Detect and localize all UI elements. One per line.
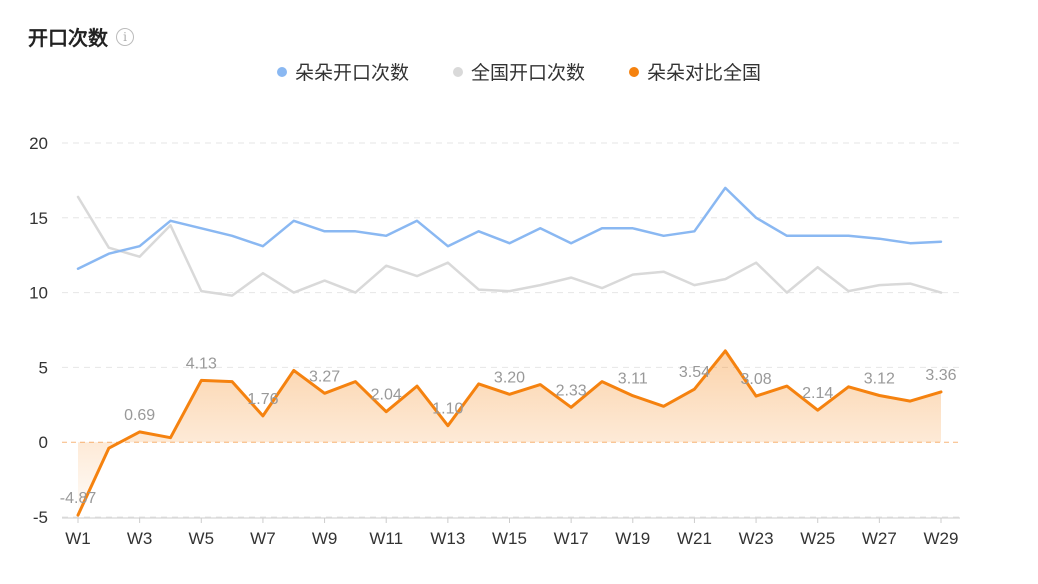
x-tick-label: W21	[677, 529, 712, 548]
y-tick-label: 10	[29, 284, 48, 303]
data-label: 4.13	[186, 355, 217, 372]
data-label: 3.20	[494, 369, 525, 386]
x-tick-label: W13	[430, 529, 465, 548]
x-tick-label: W11	[369, 529, 403, 548]
data-label: 3.12	[864, 371, 895, 388]
data-label: 3.36	[925, 367, 956, 384]
x-tick-label: W29	[924, 529, 959, 548]
legend-dot-icon	[276, 66, 287, 77]
data-label: 3.27	[309, 368, 340, 385]
x-tick-label: W25	[800, 529, 835, 548]
x-tick-label: W17	[554, 529, 589, 548]
y-tick-label: 15	[29, 209, 48, 228]
series-line-compare	[76, 349, 943, 517]
chart-title-text: 开口次数	[28, 28, 108, 50]
data-label: 2.33	[556, 382, 587, 399]
x-tick-label: W19	[615, 529, 650, 548]
x-tick-label: W5	[189, 529, 215, 548]
y-tick-label: 5	[39, 358, 48, 377]
data-label: 2.14	[802, 385, 833, 402]
data-label: 2.04	[371, 387, 402, 404]
data-label: 3.08	[741, 371, 772, 388]
series-line-national	[76, 195, 943, 297]
legend-label: 朵朵开口次数	[294, 63, 409, 84]
data-label: 0.69	[124, 407, 155, 424]
x-tick-label: W27	[862, 529, 897, 548]
chart-title: 开口次数 i	[28, 22, 134, 51]
data-label: -4.87	[60, 490, 97, 507]
legend-item-compare[interactable]: 朵朵对比全国	[629, 58, 761, 85]
legend-dot-icon	[629, 66, 639, 77]
data-label: 3.54	[679, 364, 710, 381]
y-tick-label: -5	[33, 508, 48, 527]
y-tick-label: 0	[39, 433, 48, 452]
compare-area	[78, 350, 941, 516]
x-tick-label: W3	[127, 529, 153, 548]
info-icon[interactable]: i	[116, 27, 134, 46]
y-tick-label: 20	[29, 134, 48, 153]
legend-label: 全国开口次数	[470, 63, 585, 84]
data-label: 1.10	[432, 401, 463, 418]
data-label: 3.11	[618, 371, 648, 388]
data-label: 1.76	[247, 391, 278, 408]
legend-item-duoduo[interactable]: 朵朵开口次数	[276, 58, 409, 85]
legend-dot-icon	[452, 66, 463, 77]
legend: 朵朵开口次数 全国开口次数 朵朵对比全国	[0, 58, 1038, 85]
series-line-duoduo	[76, 186, 943, 270]
x-tick-label: W1	[65, 529, 91, 548]
legend-label: 朵朵对比全国	[647, 63, 762, 84]
x-tick-label: W9	[312, 529, 338, 548]
x-tick-label: W7	[250, 529, 276, 548]
legend-item-national[interactable]: 全国开口次数	[452, 58, 585, 85]
x-tick-label: W15	[492, 529, 527, 548]
x-tick-label: W23	[739, 529, 774, 548]
